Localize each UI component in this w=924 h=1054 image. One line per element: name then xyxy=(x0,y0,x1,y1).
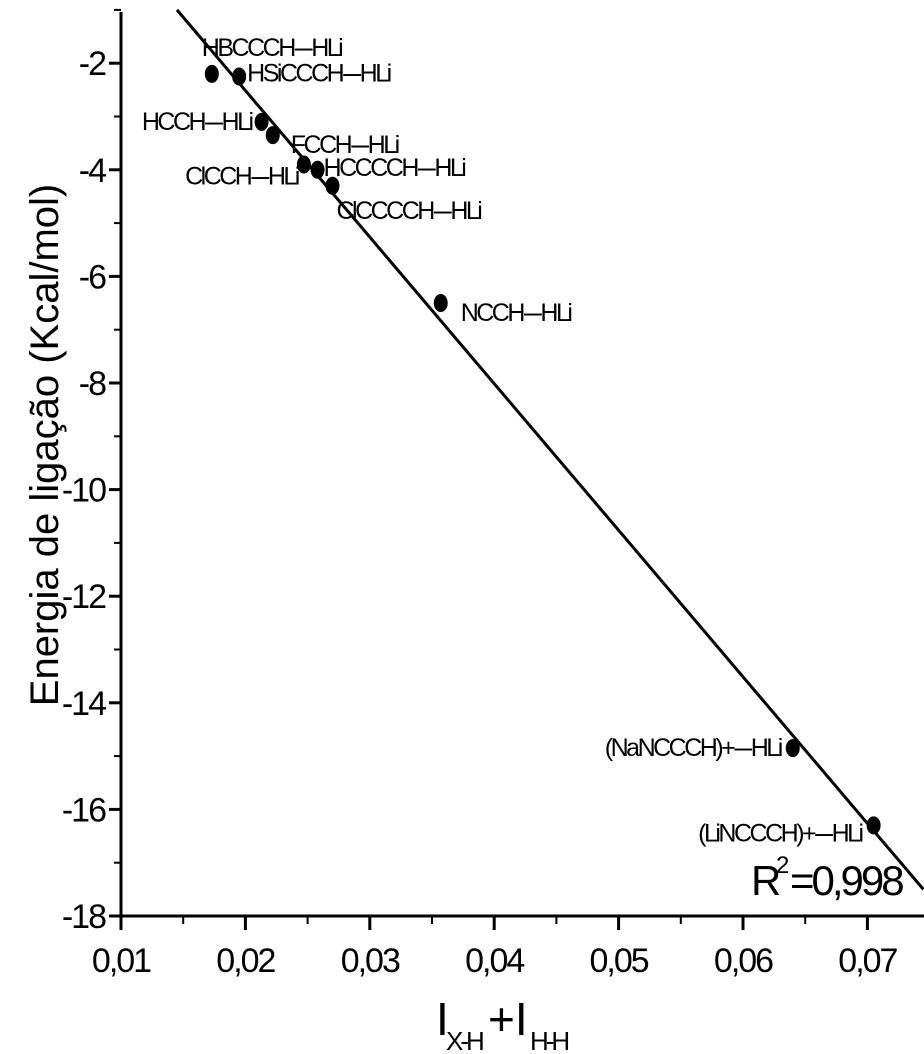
x-axis-title: IX-H +I H-H xyxy=(436,993,571,1054)
point-label: (NaNCCCH)+---HLi xyxy=(605,734,782,762)
x-tick-label: 0,06 xyxy=(714,942,773,980)
data-point xyxy=(204,64,219,83)
point-label: ClCCCCH---HLi xyxy=(336,197,481,225)
y-tick-label: -6 xyxy=(79,258,106,296)
data-point xyxy=(296,155,311,174)
y-axis-title: Energia de ligação (Kcal/mol) xyxy=(23,184,67,706)
r2-superscript: 2 xyxy=(776,852,789,879)
x-title-sub2: H-H xyxy=(530,1026,568,1054)
x-tick-label: 0,07 xyxy=(838,942,897,980)
data-point xyxy=(254,112,269,131)
r2-symbol: R xyxy=(751,857,780,904)
x-title-plus: +I xyxy=(488,993,528,1045)
x-tick-label: 0,05 xyxy=(590,942,649,980)
y-tick-label: -4 xyxy=(79,152,106,190)
data-point xyxy=(325,176,340,195)
data-point xyxy=(232,67,247,86)
r2-annotation: R2 =0,998 xyxy=(751,852,906,904)
data-point xyxy=(866,816,881,835)
x-tick-label: 0,04 xyxy=(465,942,524,980)
data-point xyxy=(785,739,800,758)
y-tick-label: -8 xyxy=(79,365,106,403)
point-label: ClCCH---HLi xyxy=(185,162,299,190)
y-tick-label: -12 xyxy=(62,578,106,616)
point-label: HBCCCH---HLi xyxy=(202,34,342,62)
point-label: HCCCCH---HLi xyxy=(324,154,466,182)
point-label: (LiNCCCH)+---HLi xyxy=(698,819,862,847)
y-tick-label: -10 xyxy=(62,472,106,510)
data-point xyxy=(433,294,448,313)
data-point xyxy=(265,126,280,145)
fit-line xyxy=(175,8,924,891)
point-label: HCCH---HLi xyxy=(142,108,253,136)
y-tick-label: -18 xyxy=(62,898,106,936)
r2-value: =0,998 xyxy=(790,857,903,904)
point-label: FCCH---HLi xyxy=(291,131,399,159)
point-label: HSiCCCH---HLi xyxy=(247,60,390,88)
x-tick-label: 0,01 xyxy=(92,942,151,980)
point-label: NCCH---HLi xyxy=(461,299,572,327)
y-tick-label: -2 xyxy=(79,45,106,83)
x-title-sub1: X-H xyxy=(446,1026,483,1054)
x-tick-label: 0,03 xyxy=(341,942,400,980)
data-point xyxy=(310,160,325,179)
x-title-main: I xyxy=(436,993,449,1045)
y-tick-label: -14 xyxy=(62,685,106,723)
x-tick-label: 0,02 xyxy=(216,942,275,980)
y-tick-label: -16 xyxy=(62,791,106,829)
